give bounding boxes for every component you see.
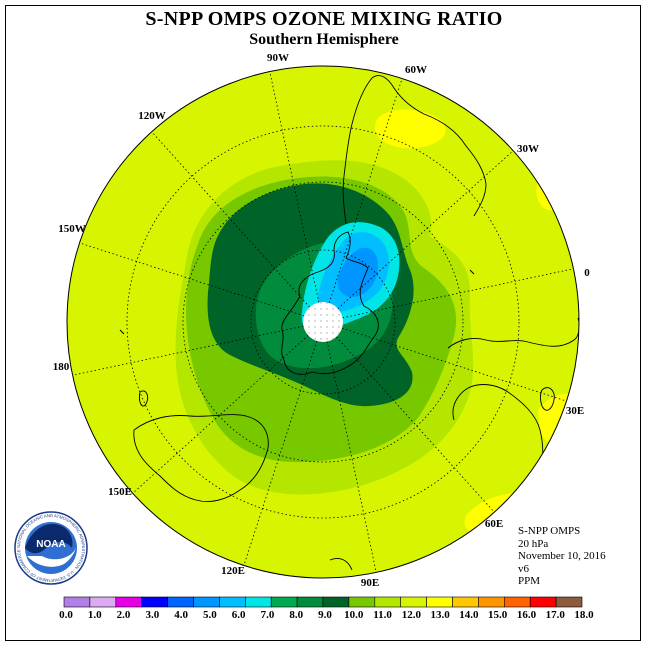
coastline-africa-south bbox=[452, 384, 544, 481]
colorbar-swatch bbox=[89, 596, 117, 608]
lon-label-30w: 30W bbox=[517, 143, 539, 155]
colorbar-tick-label: 4.0 bbox=[174, 609, 188, 621]
colorbar bbox=[63, 596, 583, 608]
colorbar-tick-label: 5.0 bbox=[203, 609, 217, 621]
colorbar-swatch bbox=[245, 596, 272, 608]
colorbar-swatch bbox=[452, 596, 479, 608]
colorbar-tick-label: 10.0 bbox=[344, 609, 364, 621]
lon-label-90e: 90E bbox=[361, 577, 379, 589]
meridian-line bbox=[322, 321, 377, 573]
colorbar-tick-label: 7.0 bbox=[261, 609, 275, 621]
colorbar-swatch bbox=[270, 596, 298, 608]
meridian-line bbox=[243, 321, 324, 566]
coastline-australia bbox=[133, 414, 269, 502]
meridian-line bbox=[132, 321, 324, 494]
lon-label-60w: 60W bbox=[405, 64, 427, 76]
polar-data-gap-dots bbox=[303, 302, 343, 342]
noaa-logo-text: NOAA bbox=[36, 539, 65, 550]
meridian-line bbox=[269, 71, 324, 323]
map-title: S-NPP OMPS OZONE MIXING RATIO bbox=[145, 8, 503, 30]
colorbar-tick-label: 18.0 bbox=[574, 609, 594, 621]
lon-label-0: 0 bbox=[584, 267, 590, 279]
colorbar-swatch bbox=[219, 596, 246, 608]
colorbar-swatch bbox=[374, 596, 401, 608]
meridian-line bbox=[322, 321, 495, 513]
colorbar-tick-label: 16.0 bbox=[517, 609, 537, 621]
colorbar-swatch bbox=[503, 596, 531, 608]
colorbar-tick-label: 6.0 bbox=[232, 609, 246, 621]
info-date: November 10, 2016 bbox=[518, 550, 606, 562]
colorbar-swatch bbox=[478, 596, 505, 608]
noaa-logo: NOAA NATIONAL OCEANIC AND ATMOSPHERIC AD… bbox=[14, 511, 88, 585]
lon-label-120e: 120E bbox=[221, 565, 245, 577]
colorbar-tick-label: 15.0 bbox=[488, 609, 508, 621]
lon-label-60e: 60E bbox=[485, 518, 503, 530]
meridian-line bbox=[322, 150, 514, 323]
colorbar-tick-label: 3.0 bbox=[145, 609, 159, 621]
latitude-circle-45s bbox=[182, 181, 464, 463]
colorbar-swatch bbox=[296, 596, 324, 608]
colorbar-swatch bbox=[167, 596, 194, 608]
colorbar-tick-label: 1.0 bbox=[88, 609, 102, 621]
meridian-line bbox=[151, 131, 324, 323]
colorbar-tick-label: 12.0 bbox=[402, 609, 422, 621]
colorbar-labels: 0.0 1.0 2.0 3.0 4.0 5.0 6.0 7.0 8.0 9.0 10.0 11.0 12… bbox=[59, 609, 594, 621]
colorbar-tick-label: 17.0 bbox=[546, 609, 566, 621]
colorbar-tick-label: 2.0 bbox=[117, 609, 131, 621]
colorbar-swatch bbox=[529, 596, 557, 608]
colorbar-tick-label: 11.0 bbox=[373, 609, 392, 621]
colorbar-swatch bbox=[63, 596, 91, 608]
ozone-contour-5 bbox=[337, 247, 378, 298]
lon-label-180: 180 bbox=[53, 361, 70, 373]
colorbar-tick-label: 0.0 bbox=[59, 609, 73, 621]
info-instrument: S-NPP OMPS bbox=[518, 525, 581, 537]
info-version: v6 bbox=[518, 562, 529, 575]
colorbar-tick-label: 14.0 bbox=[459, 609, 479, 621]
meridian-line bbox=[322, 78, 403, 323]
coastline-antarctica bbox=[281, 231, 379, 375]
map-border bbox=[66, 65, 580, 579]
colorbar-swatch bbox=[348, 596, 376, 608]
colorbar-swatch bbox=[555, 596, 583, 608]
lon-label-150e: 150E bbox=[108, 486, 132, 498]
colorbar-tick-label: 9.0 bbox=[318, 609, 332, 621]
lon-label-150w: 150W bbox=[58, 223, 86, 235]
meridian-line bbox=[79, 242, 324, 323]
ozone-patch-yellow bbox=[374, 109, 446, 149]
colorbar-tick-label: 8.0 bbox=[289, 609, 303, 621]
colorbar-swatch bbox=[193, 596, 220, 608]
latitude-circles bbox=[126, 125, 520, 519]
meridian-line bbox=[322, 321, 567, 402]
coastline-africa bbox=[447, 317, 579, 349]
latitude-circle-30s bbox=[126, 125, 520, 519]
latitude-circle-60s bbox=[250, 249, 396, 395]
colorbar-swatch bbox=[426, 596, 453, 608]
meridian-line bbox=[322, 268, 574, 323]
meridian-line bbox=[72, 321, 324, 376]
info-level: 20 hPa bbox=[518, 537, 549, 550]
map-subtitle: Southern Hemisphere bbox=[249, 31, 399, 48]
colorbar-swatch bbox=[141, 596, 168, 608]
info-block: S-NPP OMPS 20 hPa November 10, 2016 v6 P… bbox=[518, 525, 606, 588]
coastline-new-zealand bbox=[139, 390, 149, 407]
lon-label-90w: 90W bbox=[267, 52, 289, 64]
colorbar-swatch bbox=[115, 596, 143, 608]
info-units: PPM bbox=[518, 575, 541, 587]
colorbar-swatch bbox=[400, 596, 427, 608]
meridian-lines bbox=[72, 71, 574, 573]
coastline-south-america bbox=[342, 75, 487, 225]
lon-label-120w: 120W bbox=[138, 110, 166, 122]
colorbar-tick-label: 13.0 bbox=[430, 609, 450, 621]
longitude-labels: 90W 60W 30W 0 30E 60E 90E 120E 150E 180 … bbox=[53, 52, 591, 589]
lon-label-30e: 30E bbox=[566, 405, 584, 417]
ozone-field bbox=[67, 66, 579, 578]
colorbar-swatch bbox=[322, 596, 350, 608]
coastline-madagascar bbox=[540, 387, 555, 411]
